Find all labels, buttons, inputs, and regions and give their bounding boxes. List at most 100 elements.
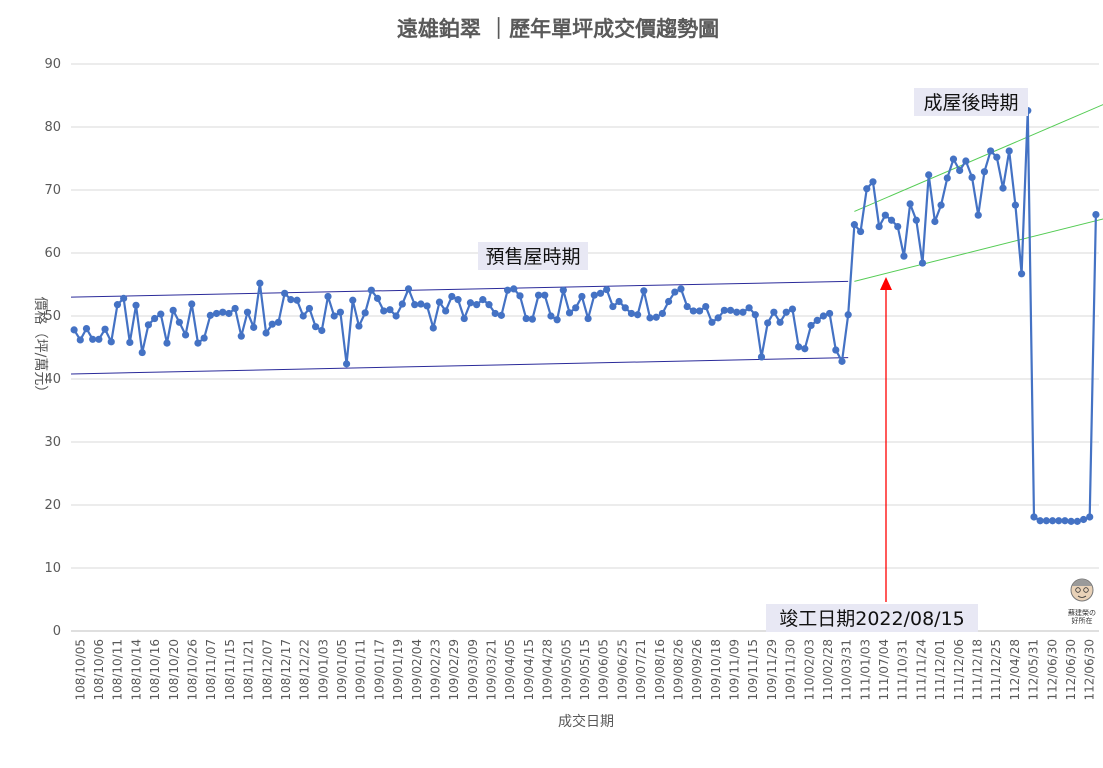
data-point [237,332,245,340]
data-point [194,339,202,347]
data-point [534,291,543,299]
x-tick-label: 112/06/30 [1064,639,1078,701]
data-point [590,291,598,299]
x-tick-label: 111/11/24 [914,639,928,701]
data-point [559,286,567,294]
data-point [330,312,338,320]
svg-text:蘇建榮の: 蘇建榮の [1068,608,1096,617]
data-point [107,338,115,346]
data-point [126,338,134,347]
data-point [243,308,252,316]
x-tick-label: 109/08/16 [653,639,667,701]
data-point [349,296,357,304]
data-point [70,326,78,334]
data-point [652,313,660,321]
y-tick-label: 60 [44,246,61,261]
data-point [931,217,939,226]
x-tick-label: 109/02/29 [447,639,461,701]
data-point [640,287,648,295]
trendline [70,357,849,375]
x-tick-label: 112/05/31 [1027,639,1041,701]
data-point [82,325,91,333]
gridlines [71,63,1099,632]
x-tick-label: 109/11/09 [728,639,742,701]
y-tick-label: 0 [53,624,61,639]
data-point [181,331,190,339]
data-point [175,318,183,326]
data-point [1030,513,1038,521]
data-point [417,300,425,308]
data-point [163,339,171,347]
data-point [361,309,369,317]
svg-text:好所在: 好所在 [1072,616,1093,625]
data-point [200,334,208,342]
data-point [305,304,314,313]
data-point [900,252,908,260]
data-point [980,168,989,176]
x-tick-label: 108/10/26 [186,639,200,701]
x-tick-label: 109/07/21 [634,639,648,701]
data-point [411,301,419,309]
x-axis-title: 成交日期 [558,713,614,730]
x-tick-label: 109/01/03 [316,639,330,701]
data-point [826,309,834,318]
data-point [132,301,140,309]
data-point [553,316,561,324]
data-point [634,311,642,319]
series-line [73,109,1097,523]
data-point [466,299,475,307]
data-point [943,174,951,182]
data-point [510,285,518,293]
data-point [646,314,654,322]
x-tick-label: 109/10/18 [709,639,723,701]
data-point [999,184,1007,192]
x-tick-label: 112/06/30 [1045,639,1059,701]
data-point [1011,201,1020,209]
data-point [615,297,623,306]
data-point [683,302,691,311]
data-point [850,221,858,229]
x-tick-label: 109/05/15 [578,639,592,701]
data-point [714,314,722,322]
data-point [312,323,320,331]
data-point [956,166,964,175]
x-tick-label: 112/04/28 [1008,639,1022,701]
x-tick-label: 109/01/17 [372,639,386,701]
annotation-presale: 預售屋時期 [478,242,588,270]
x-tick-label: 109/04/15 [522,639,536,701]
y-axis-ticks: 0 10 20 30 40 50 60 70 80 90 [44,57,61,639]
data-point [962,157,970,165]
trendline [854,218,1103,282]
data-point [169,306,177,314]
data-point [429,324,437,332]
data-point [819,312,828,320]
data-point [912,216,920,224]
x-tick-label: 109/11/15 [746,639,760,701]
x-tick-label: 111/12/06 [952,639,966,701]
data-point [528,315,536,323]
data-point [120,294,128,302]
data-point [695,307,704,315]
data-point [1061,517,1069,525]
x-tick-label: 110/02/03 [802,639,816,701]
x-tick-label: 108/10/06 [92,639,106,701]
data-point [274,318,283,326]
x-tick-label: 108/11/15 [223,639,237,701]
x-tick-label: 108/11/21 [242,639,256,701]
data-point [1017,270,1026,278]
data-point [770,308,778,316]
x-tick-label: 111/07/04 [877,639,891,701]
data-point [144,321,153,329]
x-tick-label: 111/12/01 [933,639,947,701]
x-tick-label: 111/12/18 [971,639,985,701]
y-tick-label: 50 [44,309,61,324]
data-point [113,301,122,309]
y-tick-label: 70 [44,183,61,198]
data-point [281,289,289,297]
svg-text:預售屋時期: 預售屋時期 [485,246,580,268]
x-tick-label: 108/10/14 [129,639,143,701]
data-point [621,304,629,312]
data-point [460,314,468,323]
data-point [1079,515,1088,524]
data-point [813,316,821,325]
